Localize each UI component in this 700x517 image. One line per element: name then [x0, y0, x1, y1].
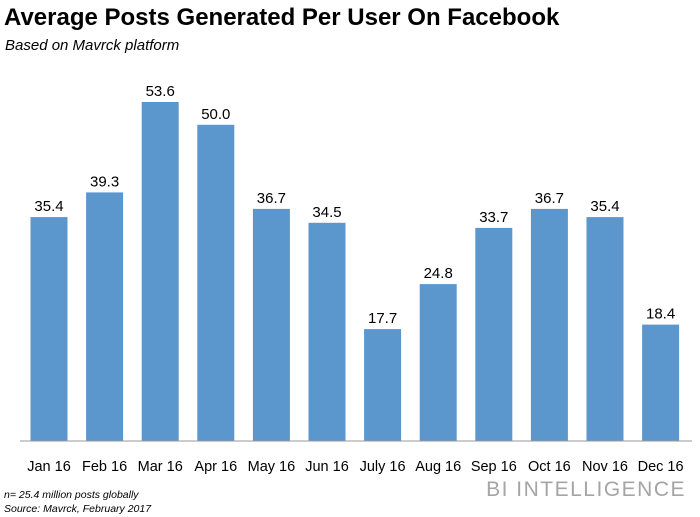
bar: [252, 208, 290, 441]
bar-value-label: 39.3: [90, 173, 119, 190]
bar-value-label: 36.7: [257, 190, 286, 207]
bar: [86, 192, 124, 441]
x-tick-label: Jun 16: [305, 459, 349, 475]
x-tick-label: Oct 16: [528, 459, 571, 475]
bar: [30, 217, 68, 441]
x-tick-label: Jan 16: [27, 459, 71, 475]
bar: [642, 324, 680, 441]
bar: [586, 217, 624, 441]
bar: [364, 329, 402, 441]
bar-value-label: 18.4: [646, 306, 675, 323]
chart-subtitle: Based on Mavrck platform: [5, 37, 180, 54]
chart-title: Average Posts Generated Per User On Face…: [4, 4, 560, 31]
bar-value-label: 17.7: [368, 310, 397, 327]
x-tick-label: Dec 16: [638, 459, 684, 475]
x-tick-label: July 16: [360, 459, 406, 475]
x-tick-label: Nov 16: [582, 459, 628, 475]
bar-value-label: 50.0: [201, 106, 230, 123]
bar-value-label: 24.8: [424, 265, 453, 282]
value-labels-group: 35.4 39.3 53.6 50.0 36.7 34.5 17.7 24.8 33.7 36.7…: [34, 83, 675, 327]
bar-value-label: 36.7: [535, 190, 564, 207]
bar-value-label: 35.4: [590, 198, 619, 215]
x-tick-label: Apr 16: [194, 459, 237, 475]
x-tick-label: Feb 16: [82, 459, 127, 475]
bar: [141, 102, 179, 441]
bar-value-label: 33.7: [479, 209, 508, 226]
bar: [419, 284, 457, 441]
x-tick-label: Aug 16: [415, 459, 461, 475]
x-tick-label: Sep 16: [471, 459, 517, 475]
bar: [530, 208, 568, 441]
sample-size-note: n= 25.4 million posts globally: [4, 489, 139, 501]
bars-group: [30, 102, 680, 442]
bar-value-label: 53.6: [146, 83, 175, 100]
bar-value-label: 34.5: [312, 204, 341, 221]
brand-logo: BI INTELLIGENCE: [486, 478, 686, 501]
bar: [197, 124, 235, 442]
source-note: Source: Mavrck, February 2017: [4, 503, 152, 515]
bar: [308, 222, 346, 441]
x-tick-label: May 16: [248, 459, 296, 475]
x-tick-labels-group: Jan 16 Feb 16 Mar 16 Apr 16 May 16 Jun 16 July…: [27, 459, 683, 475]
bar: [475, 227, 513, 441]
bar-value-label: 35.4: [34, 198, 63, 215]
x-tick-label: Mar 16: [138, 459, 183, 475]
